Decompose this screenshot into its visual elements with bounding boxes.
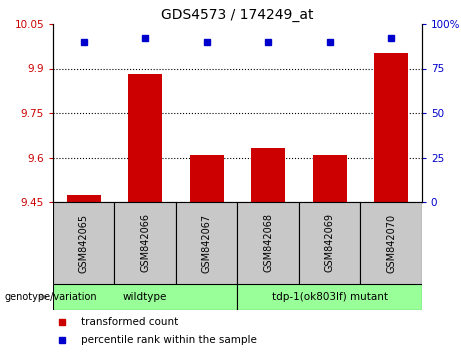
- Text: genotype/variation: genotype/variation: [5, 292, 97, 302]
- Text: percentile rank within the sample: percentile rank within the sample: [81, 335, 257, 345]
- Bar: [190, 155, 224, 202]
- Text: GSM842069: GSM842069: [325, 213, 335, 273]
- Bar: [361, 202, 422, 284]
- Bar: [374, 53, 408, 202]
- Bar: [114, 202, 176, 284]
- Bar: [128, 74, 162, 202]
- Bar: [251, 148, 285, 202]
- Bar: [237, 202, 299, 284]
- Text: GSM842070: GSM842070: [386, 213, 396, 273]
- Bar: [67, 195, 100, 202]
- Bar: [176, 202, 237, 284]
- Text: GSM842065: GSM842065: [79, 213, 89, 273]
- Title: GDS4573 / 174249_at: GDS4573 / 174249_at: [161, 7, 313, 22]
- Text: GSM842068: GSM842068: [263, 213, 273, 273]
- Text: wildtype: wildtype: [123, 292, 167, 302]
- Bar: [299, 202, 361, 284]
- Text: tdp-1(ok803lf) mutant: tdp-1(ok803lf) mutant: [272, 292, 388, 302]
- Bar: [53, 202, 114, 284]
- Text: GSM842067: GSM842067: [201, 213, 212, 273]
- Text: GSM842066: GSM842066: [140, 213, 150, 273]
- Bar: [53, 284, 237, 310]
- Bar: [237, 284, 422, 310]
- Bar: [313, 155, 347, 202]
- Text: transformed count: transformed count: [81, 317, 178, 327]
